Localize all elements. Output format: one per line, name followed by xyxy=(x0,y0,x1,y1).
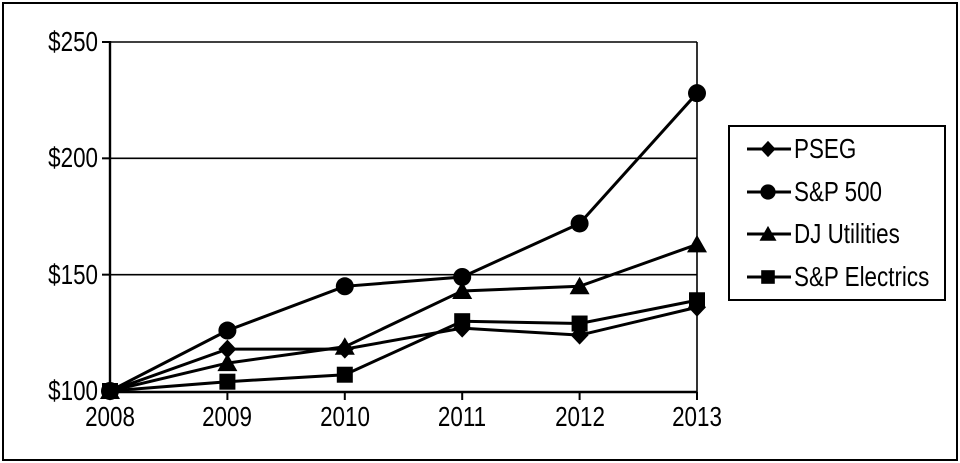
circle-marker-icon xyxy=(570,214,589,233)
chart-legend: PSEG S&P 500 DJ Utilities S&P Electrics xyxy=(728,125,946,301)
legend-item-label: DJ Utilities xyxy=(794,218,900,250)
square-marker-icon xyxy=(571,315,588,332)
legend-circle-swatch xyxy=(747,184,791,200)
triangle-marker-icon xyxy=(687,234,707,253)
legend-square-swatch xyxy=(747,269,791,284)
series-line-pseg xyxy=(109,305,698,393)
x-axis-tick-label: 2008 xyxy=(85,401,135,432)
x-axis-tick-label: 2013 xyxy=(672,401,722,432)
x-axis-tick-label: 2010 xyxy=(319,401,370,432)
legend-item-pseg: PSEG xyxy=(747,128,944,171)
series-line-s-p-electrics xyxy=(109,298,698,393)
y-axis-tick-label: $150 xyxy=(48,258,98,290)
legend-item-dj-utilities: DJ Utilities xyxy=(747,213,944,256)
x-axis-tick-label: 2011 xyxy=(438,401,487,432)
diamond-marker-icon xyxy=(218,339,237,359)
y-axis-tick-label: $100 xyxy=(48,375,98,406)
square-marker-icon xyxy=(761,269,775,284)
x-axis-tick-label: 2009 xyxy=(202,401,253,432)
circle-marker-icon xyxy=(218,321,237,340)
square-marker-icon xyxy=(219,373,236,390)
circle-marker-icon xyxy=(453,267,472,286)
triangle-marker-icon xyxy=(759,226,777,242)
triangle-marker-icon xyxy=(334,337,355,355)
square-marker-icon xyxy=(336,366,353,383)
diamond-marker-icon xyxy=(760,141,776,158)
legend-item-s-p-electrics: S&P Electrics xyxy=(747,256,944,299)
series-line-s-p-500 xyxy=(109,92,699,393)
y-axis-tick-label: $200 xyxy=(48,142,98,174)
circle-marker-icon xyxy=(688,84,706,103)
circle-marker-icon xyxy=(760,184,776,200)
x-axis-tick-label: 2012 xyxy=(554,401,605,432)
triangle-marker-icon xyxy=(569,276,590,295)
square-marker-icon xyxy=(102,383,118,399)
circle-marker-icon xyxy=(335,277,354,296)
triangle-marker-icon xyxy=(217,353,238,372)
legend-item-label: S&P 500 xyxy=(794,175,883,207)
y-axis-tick-label: $250 xyxy=(48,26,98,57)
legend-diamond-swatch xyxy=(747,141,791,158)
triangle-marker-icon xyxy=(452,281,473,299)
legend-item-s-p-500: S&P 500 xyxy=(747,171,944,214)
legend-triangle-swatch xyxy=(747,226,791,242)
square-marker-icon xyxy=(454,313,471,330)
legend-item-label: S&P Electrics xyxy=(794,260,930,292)
square-marker-icon xyxy=(689,292,705,309)
legend-item-label: PSEG xyxy=(794,133,857,165)
series-line-dj-utilities xyxy=(109,243,698,393)
